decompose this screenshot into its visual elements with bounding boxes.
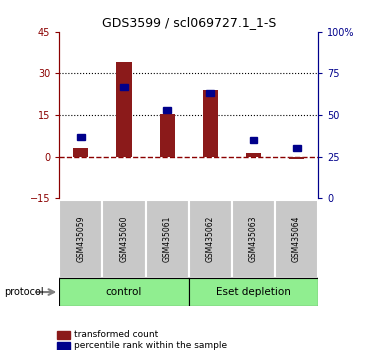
Text: protocol: protocol (4, 287, 43, 297)
Bar (145, 200, 189, 278)
Bar (117, 62, 131, 156)
Text: Eset depletion: Eset depletion (216, 287, 291, 297)
Bar (293, 145, 300, 152)
Text: GSM435060: GSM435060 (120, 216, 128, 262)
Bar (59, 278, 189, 306)
Bar (189, 278, 318, 306)
Bar (250, 137, 258, 143)
Text: GSM435063: GSM435063 (249, 216, 258, 262)
Bar (77, 133, 85, 140)
Text: GSM435064: GSM435064 (292, 216, 301, 262)
Text: GSM435061: GSM435061 (163, 216, 172, 262)
Text: control: control (106, 287, 142, 297)
Bar (59, 200, 102, 278)
Bar (203, 90, 218, 156)
Bar (102, 200, 145, 278)
Bar (120, 84, 128, 90)
Bar (206, 90, 214, 97)
Bar (57, 342, 70, 350)
Bar (163, 107, 171, 113)
Text: transformed count: transformed count (74, 330, 158, 339)
Bar (246, 153, 261, 156)
Text: GSM435059: GSM435059 (76, 216, 85, 262)
Text: percentile rank within the sample: percentile rank within the sample (74, 341, 227, 350)
Bar (289, 156, 304, 159)
Bar (189, 200, 232, 278)
Bar (57, 331, 70, 339)
Text: GSM435062: GSM435062 (206, 216, 215, 262)
Bar (159, 114, 175, 156)
Bar (73, 148, 88, 156)
Bar (232, 200, 275, 278)
Text: GDS3599 / scl069727.1_1-S: GDS3599 / scl069727.1_1-S (101, 16, 276, 29)
Bar (275, 200, 318, 278)
